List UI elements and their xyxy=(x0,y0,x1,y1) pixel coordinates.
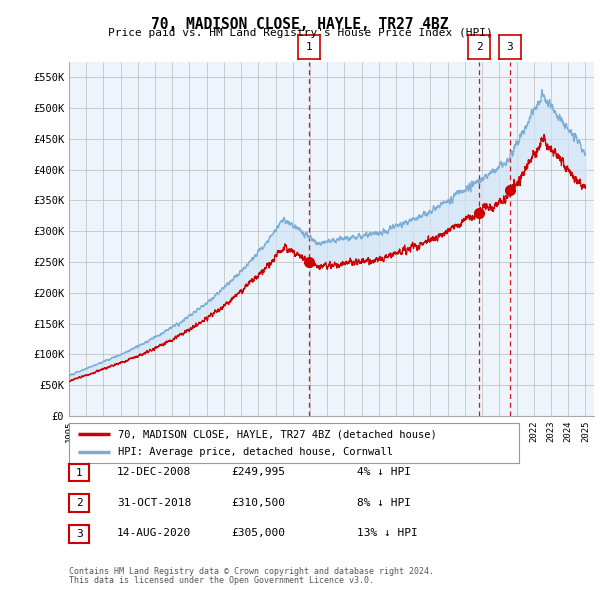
Text: 2: 2 xyxy=(476,42,482,52)
Text: 70, MADISON CLOSE, HAYLE, TR27 4BZ: 70, MADISON CLOSE, HAYLE, TR27 4BZ xyxy=(151,17,449,31)
Text: 3: 3 xyxy=(506,42,514,52)
Text: £310,500: £310,500 xyxy=(231,498,285,507)
Text: Price paid vs. HM Land Registry's House Price Index (HPI): Price paid vs. HM Land Registry's House … xyxy=(107,28,493,38)
Text: £249,995: £249,995 xyxy=(231,467,285,477)
Text: 1: 1 xyxy=(306,42,313,52)
Text: This data is licensed under the Open Government Licence v3.0.: This data is licensed under the Open Gov… xyxy=(69,576,374,585)
Text: 4% ↓ HPI: 4% ↓ HPI xyxy=(357,467,411,477)
Text: HPI: Average price, detached house, Cornwall: HPI: Average price, detached house, Corn… xyxy=(119,447,394,457)
Text: 3: 3 xyxy=(76,529,83,539)
Text: 2: 2 xyxy=(76,499,83,508)
Text: 14-AUG-2020: 14-AUG-2020 xyxy=(117,529,191,538)
Text: 8% ↓ HPI: 8% ↓ HPI xyxy=(357,498,411,507)
Text: Contains HM Land Registry data © Crown copyright and database right 2024.: Contains HM Land Registry data © Crown c… xyxy=(69,567,434,576)
Text: £305,000: £305,000 xyxy=(231,529,285,538)
Text: 13% ↓ HPI: 13% ↓ HPI xyxy=(357,529,418,538)
Text: 31-OCT-2018: 31-OCT-2018 xyxy=(117,498,191,507)
Text: 1: 1 xyxy=(76,468,83,477)
Text: 70, MADISON CLOSE, HAYLE, TR27 4BZ (detached house): 70, MADISON CLOSE, HAYLE, TR27 4BZ (deta… xyxy=(119,430,437,440)
Text: 12-DEC-2008: 12-DEC-2008 xyxy=(117,467,191,477)
